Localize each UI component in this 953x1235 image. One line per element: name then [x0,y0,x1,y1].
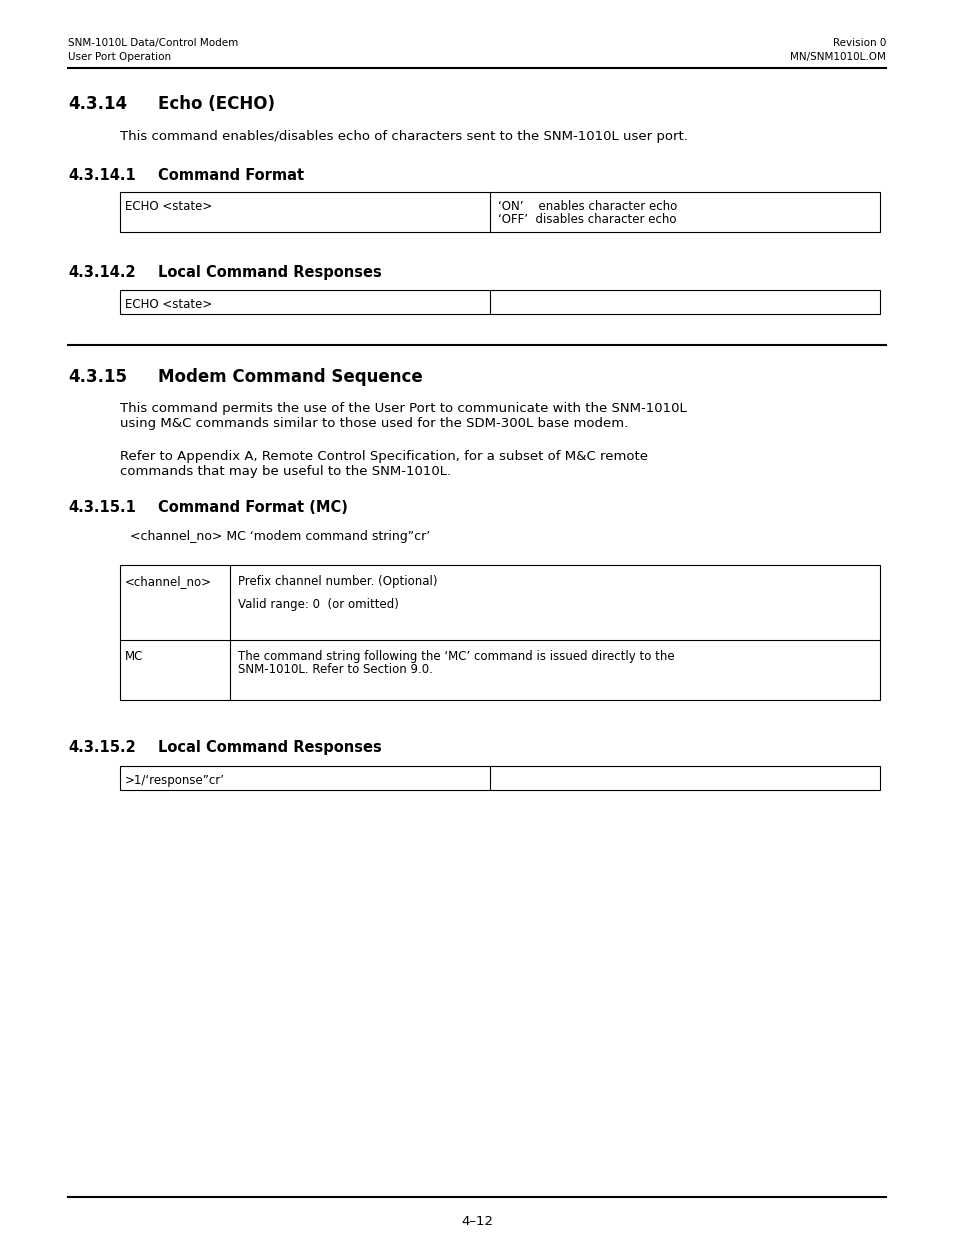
Text: This command enables/disables echo of characters sent to the SNM-1010L user port: This command enables/disables echo of ch… [120,130,687,143]
Text: commands that may be useful to the SNM-1010L.: commands that may be useful to the SNM-1… [120,466,451,478]
Text: Echo (ECHO): Echo (ECHO) [158,95,274,112]
Text: >1/‘response”cr’: >1/‘response”cr’ [125,774,225,787]
Text: 4.3.14.2: 4.3.14.2 [68,266,135,280]
Text: SNM-1010L Data/Control Modem: SNM-1010L Data/Control Modem [68,38,238,48]
Text: using M&C commands similar to those used for the SDM-300L base modem.: using M&C commands similar to those used… [120,417,628,430]
Text: 4.3.15: 4.3.15 [68,368,127,387]
Text: ‘OFF’  disables character echo: ‘OFF’ disables character echo [497,212,676,226]
Text: <channel_no> MC ‘modem command string”cr’: <channel_no> MC ‘modem command string”cr… [130,530,430,543]
Bar [120,191,879,232]
Text: 4.3.15.1: 4.3.15.1 [68,500,135,515]
Text: Command Format: Command Format [158,168,304,183]
Bar [120,766,879,790]
Bar [120,290,879,314]
Text: 4.3.15.2: 4.3.15.2 [68,740,135,755]
Text: This command permits the use of the User Port to communicate with the SNM-1010L: This command permits the use of the User… [120,403,686,415]
Text: Command Format (MC): Command Format (MC) [158,500,348,515]
Text: MC: MC [125,650,143,663]
Text: Revision 0: Revision 0 [832,38,885,48]
Text: Valid range: 0  (or omitted): Valid range: 0 (or omitted) [237,598,398,611]
Text: 4.3.14: 4.3.14 [68,95,127,112]
Text: SNM-1010L. Refer to Section 9.0.: SNM-1010L. Refer to Section 9.0. [237,663,433,676]
Text: The command string following the ‘MC’ command is issued directly to the: The command string following the ‘MC’ co… [237,650,674,663]
Text: <channel_no>: <channel_no> [125,576,212,588]
Text: ECHO <state>: ECHO <state> [125,200,212,212]
Text: 4.3.14.1: 4.3.14.1 [68,168,135,183]
Text: Modem Command Sequence: Modem Command Sequence [158,368,422,387]
Text: 4–12: 4–12 [460,1215,493,1228]
Text: Local Command Responses: Local Command Responses [158,266,381,280]
Text: Refer to Appendix A, Remote Control Specification, for a subset of M&C remote: Refer to Appendix A, Remote Control Spec… [120,450,647,463]
Text: ECHO <state>: ECHO <state> [125,298,212,311]
Text: User Port Operation: User Port Operation [68,52,171,62]
Text: ‘ON’    enables character echo: ‘ON’ enables character echo [497,200,677,212]
Text: MN/SNM1010L.OM: MN/SNM1010L.OM [789,52,885,62]
Bar [120,564,879,700]
Text: Prefix channel number. (Optional): Prefix channel number. (Optional) [237,576,437,588]
Text: Local Command Responses: Local Command Responses [158,740,381,755]
